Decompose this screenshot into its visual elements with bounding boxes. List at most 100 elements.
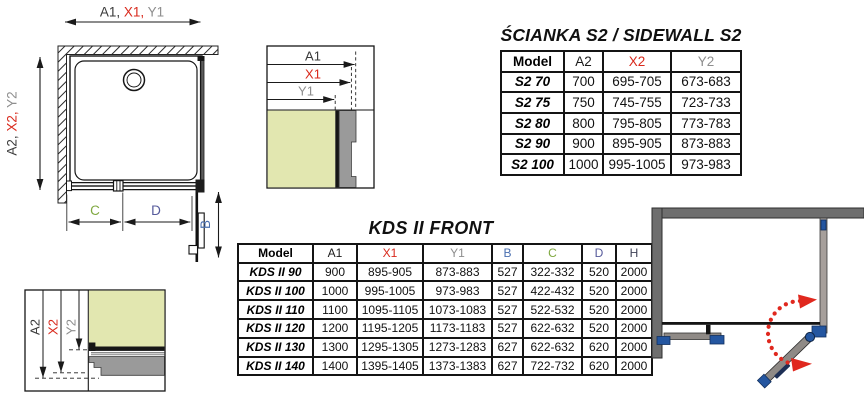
value-cell: 973-983 xyxy=(422,280,493,302)
model-cell: S2 90 xyxy=(500,132,565,156)
table-row: KDS II 110 1100 1095-1105 1073-1083 527 522-5… xyxy=(237,299,653,320)
table-row: KDS II 90 900 895-905 873-883 527 322-332 520 2… xyxy=(237,261,653,283)
column-header-y2: Y2 xyxy=(670,50,742,73)
column-header-model: Model xyxy=(500,50,565,73)
reference-dashes xyxy=(334,51,357,110)
value-cell: 2000 xyxy=(615,299,653,320)
diagram-door-swing xyxy=(651,207,864,389)
value-cell: 745-755 xyxy=(602,91,672,115)
value-cell: 2000 xyxy=(615,280,653,302)
value-cell: 750 xyxy=(563,91,604,115)
value-cell: 995-1005 xyxy=(356,280,424,302)
door-profile-front xyxy=(188,192,205,262)
front-table-title: KDS II FRONT xyxy=(368,218,494,238)
value-cell: 622-632 xyxy=(522,317,583,339)
value-cell: 773-783 xyxy=(670,112,742,135)
wall-profile xyxy=(88,356,165,376)
model-cell: KDS II 100 xyxy=(237,280,314,302)
extension-lines xyxy=(66,192,193,231)
value-cell: 895-905 xyxy=(602,132,672,156)
value-cell: 2000 xyxy=(615,317,653,339)
value-cell: 1000 xyxy=(563,153,604,176)
value-cell: 527 xyxy=(491,299,524,320)
table-row: S2 70 700 695-705 673-683 xyxy=(500,70,742,94)
value-cell: 900 xyxy=(563,132,604,156)
front-rail xyxy=(662,322,820,325)
value-cell: 995-1005 xyxy=(602,153,672,176)
column-header-model: Model xyxy=(237,242,314,264)
value-cell: 673-683 xyxy=(670,70,742,94)
value-cell: 527 xyxy=(491,280,524,302)
corner-bracket xyxy=(197,56,205,61)
value-cell: 795-805 xyxy=(602,112,672,135)
column-header-c: C xyxy=(522,242,583,264)
front-section: KDS II FRONT Model A1 X1 Y1 B C D H KDS II 90 900… xyxy=(237,218,653,377)
door-handle xyxy=(774,363,791,379)
value-cell: 1195-1205 xyxy=(356,317,424,339)
value-cell: 700 xyxy=(563,70,604,94)
value-cell: 322-332 xyxy=(522,261,583,283)
column-header-b: B xyxy=(491,242,524,264)
column-header-x2: X2 xyxy=(602,50,672,73)
swing-arc xyxy=(765,298,803,368)
dimension-label-left: A2, X2, Y2 xyxy=(5,91,20,155)
model-cell: KDS II 140 xyxy=(237,355,314,377)
hinge-block xyxy=(195,179,205,193)
value-cell: 1095-1105 xyxy=(356,299,424,320)
model-cell: S2 70 xyxy=(500,70,565,94)
dimension-label-a2: A2 xyxy=(28,319,43,335)
column-header-h: H xyxy=(615,242,653,264)
value-cell: 620 xyxy=(581,336,617,358)
front-rail xyxy=(66,180,204,192)
value-cell: 520 xyxy=(581,299,617,320)
panel-clamp xyxy=(656,336,671,345)
value-cell: 2000 xyxy=(615,355,653,377)
shower-tray xyxy=(74,60,198,181)
dimension-label-x1: X1 xyxy=(305,67,321,82)
table-row: KDS II 140 1400 1395-1405 1373-1383 627 722-7… xyxy=(237,355,653,377)
dimension-label-y2: Y2 xyxy=(64,319,79,335)
panel-clamp xyxy=(709,335,725,345)
bathroom-walls xyxy=(651,207,864,359)
column-header-x1: X1 xyxy=(356,242,424,264)
value-cell: 620 xyxy=(581,355,617,377)
table-row: KDS II 100 1000 995-1005 973-983 527 422-432 5… xyxy=(237,280,653,302)
value-cell: 800 xyxy=(563,112,604,135)
value-cell: 2000 xyxy=(615,261,653,283)
value-cell: 527 xyxy=(491,261,524,283)
value-cell: 1273-1283 xyxy=(422,336,493,358)
swing-arrow-top xyxy=(798,294,817,309)
sidewall-dimensions-table: Model A2 X2 Y2 S2 70 700 695-705 673-683 S2 75 75… xyxy=(500,50,742,176)
value-cell: 1373-1383 xyxy=(422,355,493,377)
value-cell: 622-632 xyxy=(522,336,583,358)
dimension-label-a1: A1 xyxy=(305,49,321,64)
value-cell: 873-883 xyxy=(670,132,742,156)
dimension-label-d: D xyxy=(151,203,161,218)
reference-dashes xyxy=(35,349,99,379)
sidewall-section: ŚCIANKA S2 / SIDEWALL S2 Model A2 X2 Y2 S2 7… xyxy=(482,25,760,176)
value-cell: 1173-1183 xyxy=(422,317,493,339)
value-cell: 2000 xyxy=(615,336,653,358)
value-cell: 723-733 xyxy=(670,91,742,115)
model-cell: S2 75 xyxy=(500,91,565,115)
wall-profile xyxy=(338,110,357,188)
value-cell: 873-883 xyxy=(422,261,493,283)
column-header-y1: Y1 xyxy=(422,242,493,264)
diagram-detail-sidewall-profile: A2 X2 Y2 xyxy=(24,289,166,392)
value-cell: 422-432 xyxy=(522,280,583,302)
model-cell: KDS II 90 xyxy=(237,261,314,283)
side-glass-edge xyxy=(199,56,205,186)
value-cell: 627 xyxy=(491,355,524,377)
tray-outer-frame xyxy=(69,55,203,187)
model-cell: S2 80 xyxy=(500,112,565,135)
glass-edge-seal xyxy=(335,110,340,188)
value-cell: 520 xyxy=(581,280,617,302)
value-cell: 1000 xyxy=(312,280,358,302)
dimension-label-y1: Y1 xyxy=(298,84,314,99)
value-cell: 520 xyxy=(581,261,617,283)
diagram-enclosure-top-view: A1, X1, Y1 A2, X2, Y2 C D B xyxy=(5,5,222,262)
table-row: S2 75 750 745-755 723-733 xyxy=(500,91,742,115)
table-row: KDS II 130 1300 1295-1305 1273-1283 627 622-6… xyxy=(237,336,653,358)
glass-edge-seal xyxy=(91,346,165,351)
diagram-detail-front-profile: A1 X1 Y1 xyxy=(266,45,375,189)
